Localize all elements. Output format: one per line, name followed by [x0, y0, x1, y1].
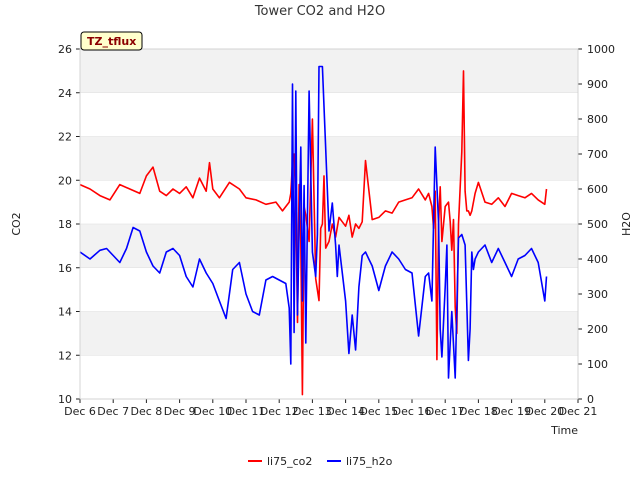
- y-left-tick-label: 20: [58, 174, 72, 187]
- y-right-tick-label: 100: [587, 358, 608, 371]
- x-tick-label: Dec 12: [260, 405, 299, 418]
- series-layer: [79, 65, 548, 396]
- x-tick-label: Dec 8: [131, 405, 163, 418]
- y-right-tick-label: 500: [587, 218, 608, 231]
- x-tick-label: Dec 6: [64, 405, 96, 418]
- plot-frame: [79, 48, 579, 400]
- plot-bands: [80, 49, 578, 356]
- x-tick-label: Dec 15: [359, 405, 398, 418]
- x-tick-label: Dec 13: [293, 405, 332, 418]
- x-tick-label: Dec 19: [492, 405, 531, 418]
- y-right-tick-label: 800: [587, 113, 608, 126]
- x-tick-label: Dec 11: [227, 405, 266, 418]
- y-left-tick-label: 10: [58, 393, 72, 406]
- badge: TZ_tflux: [80, 31, 143, 51]
- x-tick-label: Dec 18: [459, 405, 498, 418]
- x-tick-label: Dec 9: [164, 405, 196, 418]
- y-right-tick-label: 1000: [587, 43, 615, 56]
- y-axis-right-title: H2O: [620, 212, 633, 236]
- x-tick-label: Dec 21: [559, 405, 598, 418]
- y-left-tick-label: 22: [58, 131, 72, 144]
- badge-label: TZ_tflux: [87, 35, 136, 48]
- y-left-tick-label: 16: [58, 262, 72, 275]
- y-right-tick-label: 700: [587, 148, 608, 161]
- y-left-tick-label: 18: [58, 218, 72, 231]
- x-tick-label: Dec 17: [426, 405, 465, 418]
- y-left-tick-label: 14: [58, 306, 72, 319]
- plot-band: [80, 49, 578, 93]
- x-tick-label: Dec 16: [393, 405, 432, 418]
- x-tick-label: Dec 7: [97, 405, 129, 418]
- y-left-tick-label: 26: [58, 43, 72, 56]
- y-left-tick-label: 24: [58, 87, 72, 100]
- x-tick-label: Dec 14: [326, 405, 365, 418]
- series-line-li75_co2: [79, 70, 548, 396]
- plot-band: [80, 311, 578, 356]
- x-axis-title: Time: [550, 424, 578, 437]
- legend-co2-label: li75_co2: [267, 455, 312, 468]
- y-right-tick-label: 300: [587, 288, 608, 301]
- y-left-tick-label: 12: [58, 349, 72, 362]
- badge-box: [80, 31, 143, 51]
- y-right-tick-label: 0: [587, 393, 594, 406]
- plot-band: [80, 136, 578, 181]
- x-tick-label: Dec 20: [525, 405, 564, 418]
- y-right-tick-label: 200: [587, 323, 608, 336]
- series-line-li75_h2o: [79, 65, 548, 379]
- chart-title: Tower CO2 and H2O: [254, 4, 385, 19]
- y-axis-left-title: CO2: [10, 212, 23, 235]
- y-right-tick-label: 900: [587, 78, 608, 91]
- plot-axes: 10 12 14 16 18 20 22 24 26 0 100 200 300 400 500 600 700…: [58, 43, 615, 418]
- x-tick-label: Dec 10: [193, 405, 232, 418]
- y-right-tick-label: 600: [587, 183, 608, 196]
- legend: li75_co2 li75_h2o: [248, 455, 393, 468]
- y-right-tick-label: 400: [587, 253, 608, 266]
- legend-h2o-label: li75_h2o: [346, 455, 393, 468]
